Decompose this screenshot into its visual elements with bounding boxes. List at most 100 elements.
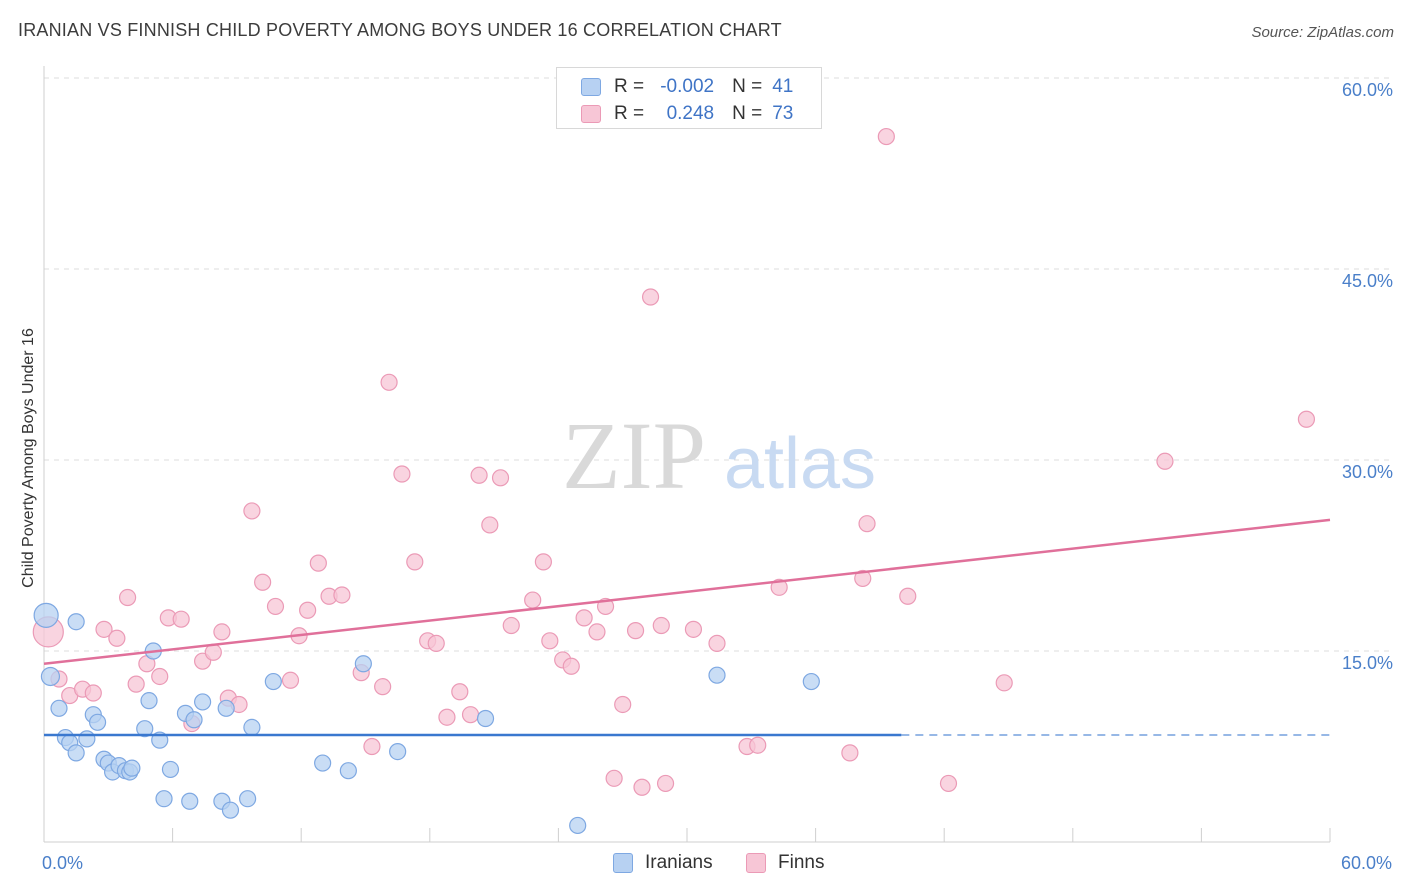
finn-point [393,465,411,483]
legend-swatch-iranians [581,78,601,96]
iranian-point [67,613,85,631]
legend-r-label: R = [614,103,645,124]
y-tick-label: 60.0% [1342,80,1393,100]
finn-point [491,469,510,487]
finn-point [656,774,675,793]
finn-point [406,553,424,571]
iranian-point [50,699,68,717]
iranian-point [78,730,96,748]
finn-point [254,573,272,591]
finn-point [309,554,327,572]
iranian-point [40,666,61,687]
iranian-point [243,718,261,737]
x-tick-label: 0.0% [42,853,83,873]
iranian-point [476,709,495,728]
iranian-point [314,754,332,772]
finn-point [854,569,872,588]
iranian-point [181,792,199,810]
finn-point [374,678,392,696]
finn-point [204,643,222,661]
finn-point [770,578,788,596]
iranian-point [708,666,726,684]
finn-point [127,675,145,693]
correlation-legend: R = -0.002 N = 41 R = 0.248 N = 73 [556,67,822,129]
iranian-point [569,816,587,835]
finn-point [427,634,445,652]
iranian-point [161,760,180,779]
series-label-iranians: Iranians [645,852,713,873]
finn-point [633,778,651,796]
finn-point [108,629,126,647]
series-swatch-finns [746,853,766,873]
finn-point [899,587,917,605]
finn-point [118,588,137,607]
finn-point [877,127,895,146]
iranian-point [140,692,158,710]
finn-point [243,502,261,520]
finn-point [481,516,499,534]
finn-point [281,671,300,689]
series-swatch-iranians [613,853,633,873]
finn-point [84,684,102,702]
legend-swatch-finns [581,105,601,123]
finn-point [614,695,632,714]
finn-point [363,737,381,756]
finn-point [299,601,317,619]
series-legend-finns: Finns [746,852,824,874]
x-tick-label: 60.0% [1341,853,1392,873]
iranian-point [239,790,257,808]
iranian-point [185,711,203,729]
trend-lines [43,518,1331,737]
finn-point [151,667,169,686]
legend-r-label: R = [614,76,645,97]
series-legend-iranians: Iranians [613,852,713,874]
finn-point [1297,410,1316,428]
watermark: ZIP atlas [562,402,876,509]
finn-point [841,744,859,762]
iranian-point [33,602,59,628]
legend-r-value: -0.002 [660,76,715,97]
finn-point [333,586,351,604]
finn-point [626,622,645,640]
finn-point [1156,452,1174,470]
tick-labels: 15.0% 30.0% 45.0% 60.0% 0.0% 60.0% [42,80,1393,873]
watermark-zip: ZIP [562,402,706,509]
gridlines [44,77,1392,652]
legend-n-label: N = [732,103,763,124]
finn-point [524,591,542,609]
y-tick-label: 15.0% [1342,653,1393,673]
series-legend: Iranians Finns [0,852,1406,876]
finn-point [541,632,559,650]
finn-point [502,616,520,635]
finn-point [534,553,552,571]
legend-row-finns: R = 0.248 N = 73 [581,101,793,127]
axes [43,66,1331,843]
iranian-point [221,801,240,819]
iranian-point [155,790,173,808]
legend-n-value: 41 [772,76,794,97]
iranian-point [339,762,357,780]
iranian-point [389,742,407,761]
legend-row-iranians: R = -0.002 N = 41 [581,74,793,100]
legend-n-label: N = [732,76,763,97]
iranian-point [67,744,85,762]
iranians-points [33,602,820,835]
iranian-point [194,693,212,711]
iranian-point [136,720,154,738]
y-tick-label: 45.0% [1342,271,1393,291]
iranian-point [264,672,282,691]
finn-point [266,597,285,616]
finn-point [172,610,190,628]
finn-point [562,657,580,675]
iranian-point [802,672,820,691]
finn-point [95,620,113,638]
finns-points [32,127,1316,796]
finn-point [438,708,456,726]
source-credit: Source: ZipAtlas.com [1251,24,1394,41]
iranian-point [123,759,141,777]
finn-point [995,674,1013,692]
finn-point [461,706,480,724]
finn-point [708,634,726,652]
finns-trend-line [43,518,1331,665]
